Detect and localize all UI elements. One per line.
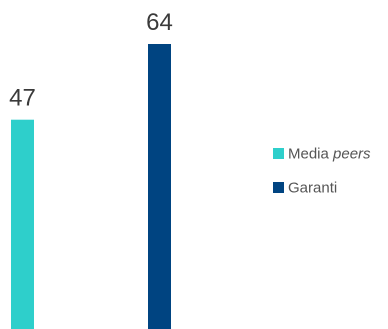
legend: Media peers Garanti: [273, 146, 371, 197]
bar-value-label: 47: [9, 85, 36, 112]
bars-layer: 47 64: [9, 9, 173, 329]
bar-garanti: [148, 44, 171, 329]
legend-item-label: Media peers: [288, 146, 371, 163]
bar-value-label: 64: [146, 9, 173, 36]
legend-swatch: [273, 182, 284, 193]
legend-swatch: [273, 148, 284, 159]
bar-media-peers: [11, 119, 34, 329]
legend-item-label: Garanti: [288, 180, 337, 197]
